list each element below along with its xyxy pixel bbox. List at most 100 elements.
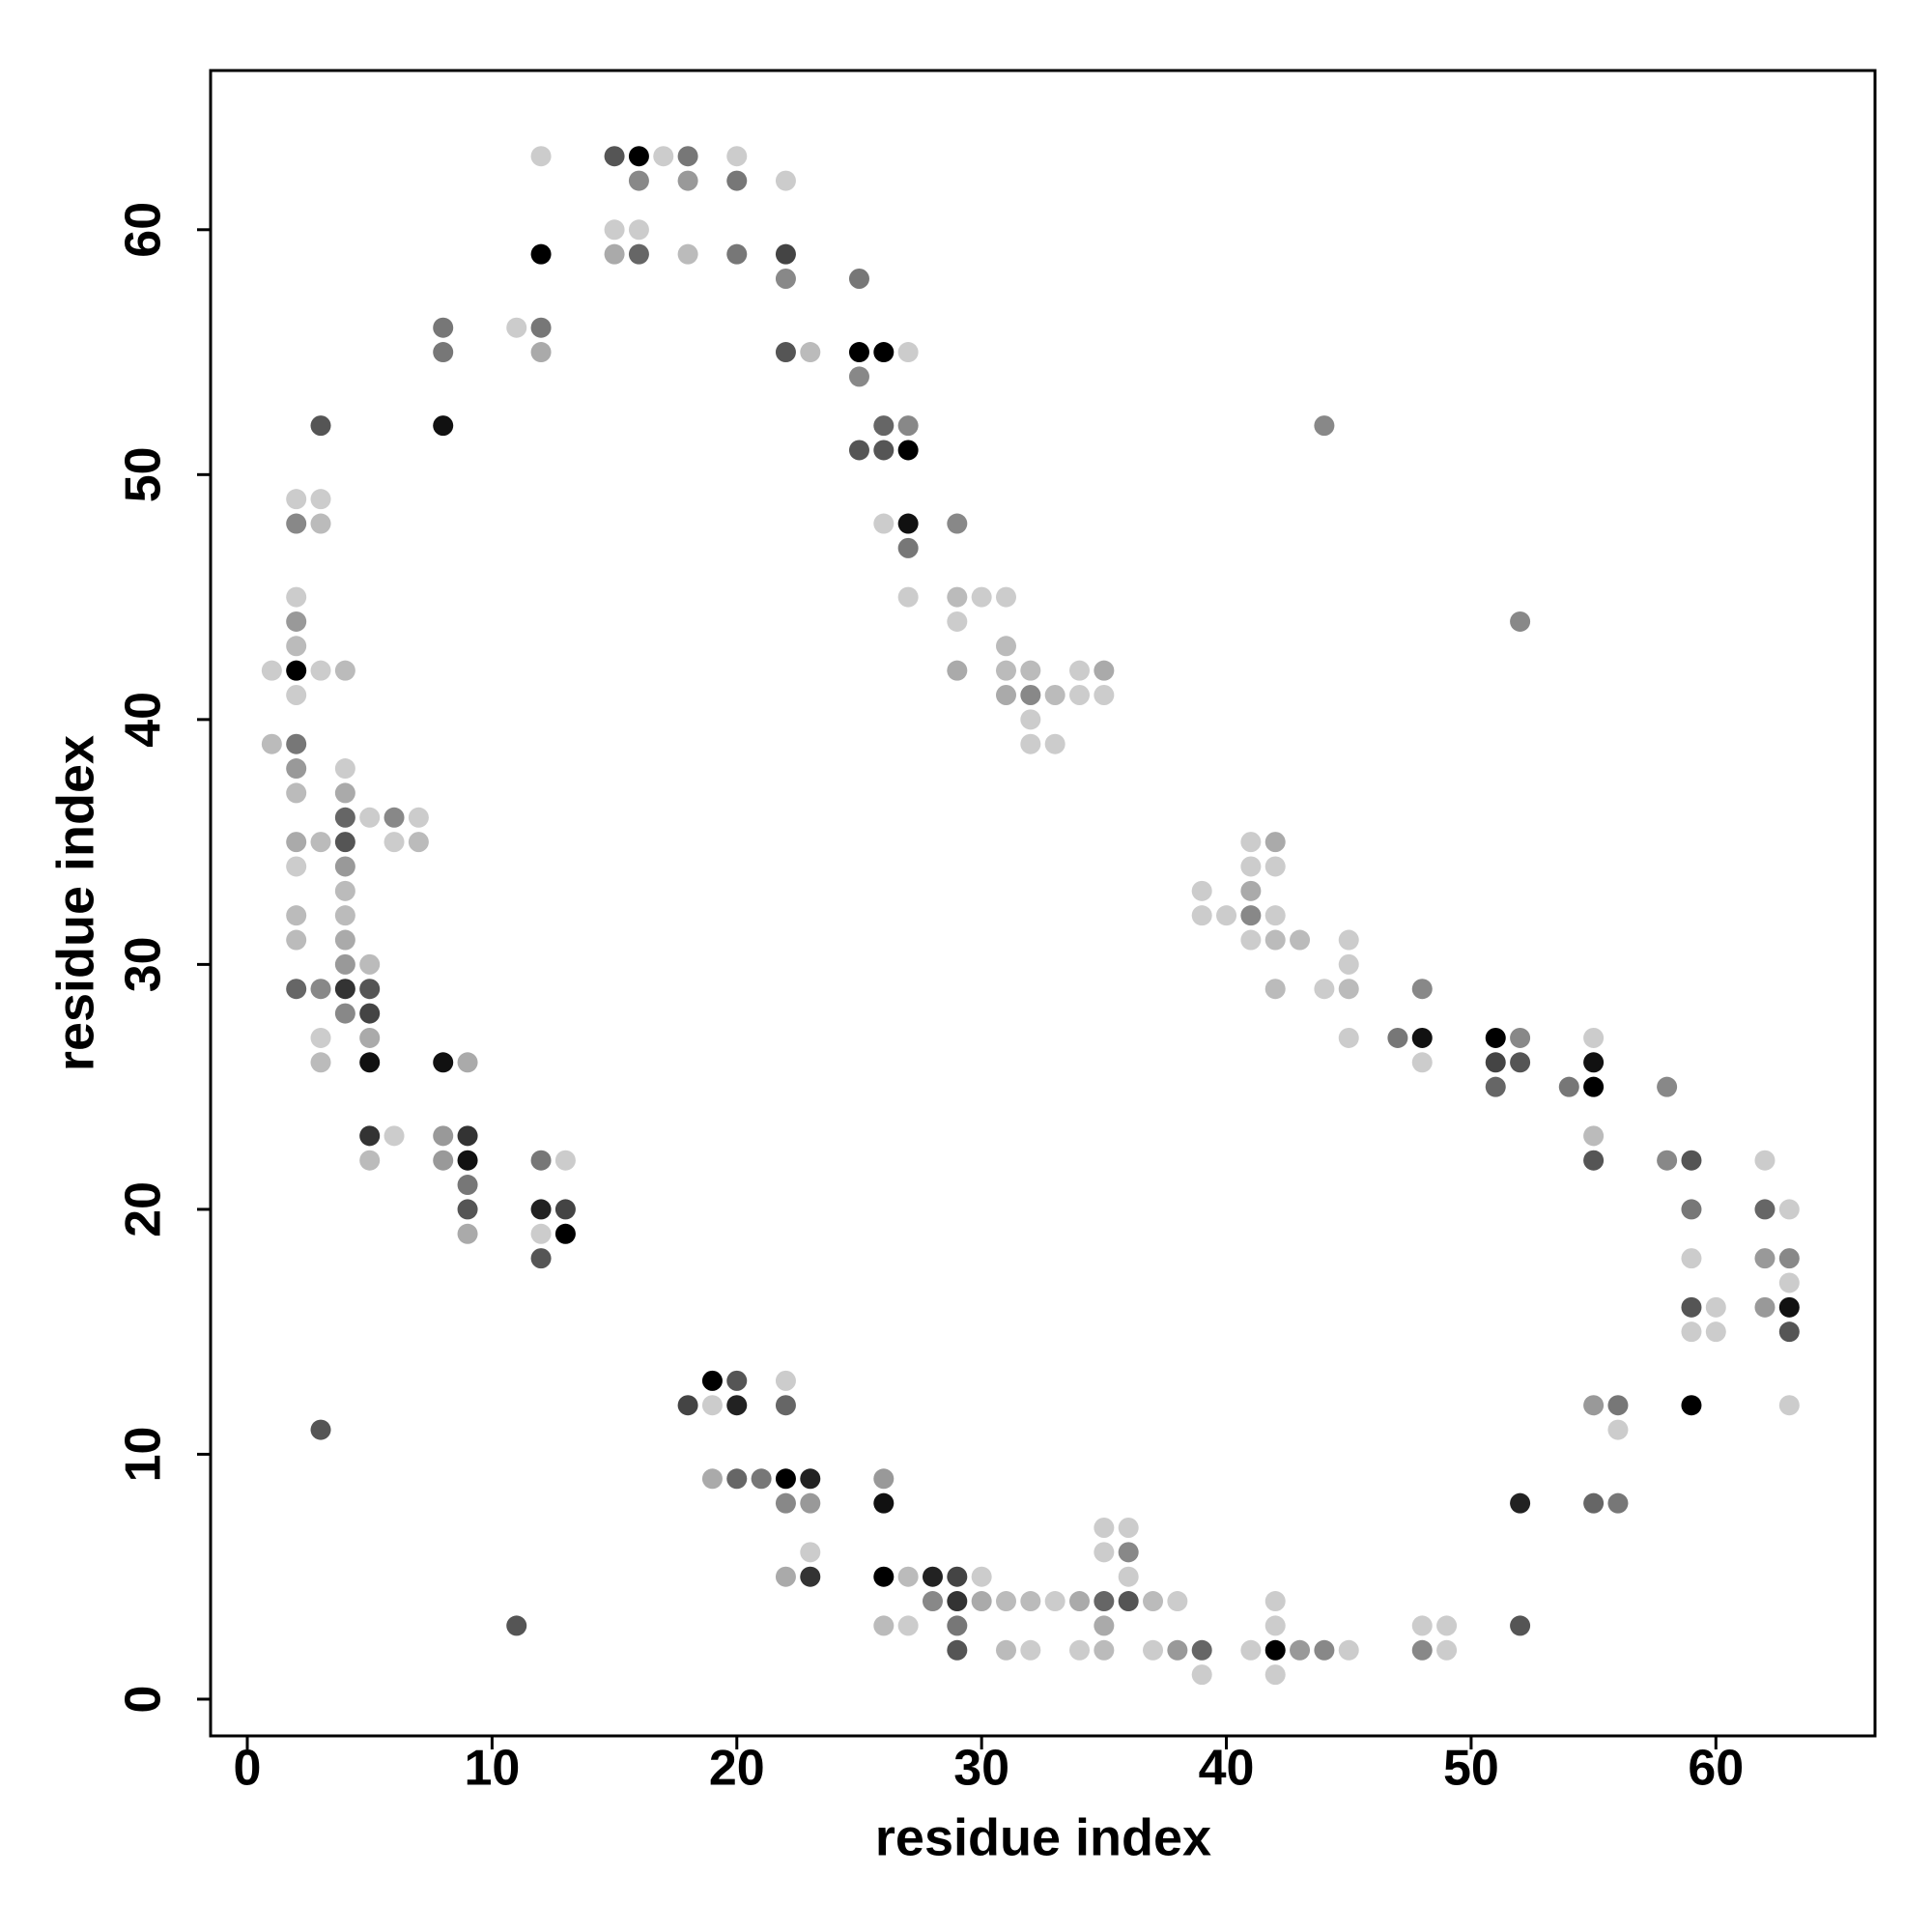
- point: [1583, 1052, 1605, 1073]
- point: [897, 513, 919, 534]
- point: [1167, 1639, 1188, 1661]
- point: [433, 415, 454, 437]
- point: [359, 953, 381, 975]
- point: [947, 586, 968, 608]
- point: [530, 1248, 552, 1269]
- point: [1607, 1492, 1629, 1514]
- point: [947, 1639, 968, 1661]
- point: [1583, 1027, 1605, 1048]
- point: [971, 586, 992, 608]
- y-tick-label: 30: [116, 936, 172, 992]
- point: [1314, 979, 1335, 1000]
- point: [310, 1027, 331, 1048]
- point: [1411, 1615, 1433, 1636]
- point: [1143, 1591, 1164, 1612]
- point: [1094, 1542, 1115, 1563]
- point: [947, 611, 968, 632]
- point: [384, 832, 405, 853]
- point: [1387, 1027, 1408, 1048]
- point: [873, 1492, 895, 1514]
- point: [1314, 1639, 1335, 1661]
- point: [995, 636, 1016, 657]
- point: [897, 342, 919, 363]
- point: [1264, 832, 1286, 853]
- point: [457, 1125, 478, 1147]
- point: [530, 243, 552, 265]
- point: [310, 660, 331, 681]
- point: [1240, 856, 1262, 877]
- point: [359, 1003, 381, 1024]
- x-tick-label: 10: [464, 1741, 520, 1797]
- point: [775, 269, 796, 289]
- x-tick-label: 50: [1443, 1741, 1499, 1797]
- point: [1094, 1591, 1115, 1612]
- point: [775, 243, 796, 265]
- point: [334, 979, 355, 1000]
- point: [1069, 1639, 1091, 1661]
- point: [1240, 1639, 1262, 1661]
- point: [334, 807, 355, 828]
- point: [775, 342, 796, 363]
- point: [1510, 1615, 1531, 1636]
- point: [506, 1615, 527, 1636]
- point: [1485, 1052, 1506, 1073]
- point: [1094, 1615, 1115, 1636]
- point: [286, 489, 307, 510]
- x-tick-label: 0: [234, 1741, 262, 1797]
- point: [1191, 880, 1212, 901]
- plot-frame: [209, 69, 1877, 1738]
- point: [1094, 660, 1115, 681]
- point: [971, 1566, 992, 1587]
- point: [286, 733, 307, 754]
- point: [726, 146, 748, 167]
- point: [1705, 1321, 1726, 1343]
- point: [995, 586, 1016, 608]
- point: [1264, 979, 1286, 1000]
- point: [1314, 415, 1335, 437]
- point: [1778, 1272, 1800, 1293]
- point: [457, 1150, 478, 1171]
- point: [286, 905, 307, 926]
- point: [530, 146, 552, 167]
- point: [726, 1395, 748, 1416]
- point: [1167, 1591, 1188, 1612]
- point: [1020, 660, 1041, 681]
- point: [457, 1052, 478, 1073]
- point: [922, 1566, 943, 1587]
- point: [873, 1615, 895, 1636]
- point: [1216, 905, 1237, 926]
- point: [310, 832, 331, 853]
- point: [1681, 1296, 1702, 1318]
- point: [530, 1223, 552, 1244]
- point: [554, 1150, 576, 1171]
- point: [1485, 1027, 1506, 1048]
- point: [628, 243, 649, 265]
- point: [310, 1419, 331, 1440]
- point: [1338, 979, 1359, 1000]
- point: [530, 317, 552, 338]
- point: [1338, 1027, 1359, 1048]
- point: [1264, 1591, 1286, 1612]
- point: [530, 342, 552, 363]
- point: [286, 685, 307, 705]
- point: [1411, 979, 1433, 1000]
- point: [334, 782, 355, 804]
- point: [995, 1591, 1016, 1612]
- point: [604, 146, 625, 167]
- point: [1411, 1052, 1433, 1073]
- point: [1290, 1639, 1311, 1661]
- point: [848, 366, 869, 387]
- point: [408, 832, 429, 853]
- point: [1264, 1615, 1286, 1636]
- point: [1558, 1076, 1579, 1097]
- point: [1020, 709, 1041, 730]
- point: [286, 636, 307, 657]
- point: [1338, 1639, 1359, 1661]
- point: [1778, 1321, 1800, 1343]
- point: [873, 1468, 895, 1490]
- point: [701, 1395, 723, 1416]
- point: [334, 1003, 355, 1024]
- y-axis-title: residue index: [46, 735, 104, 1071]
- point: [1583, 1125, 1605, 1147]
- point: [286, 856, 307, 877]
